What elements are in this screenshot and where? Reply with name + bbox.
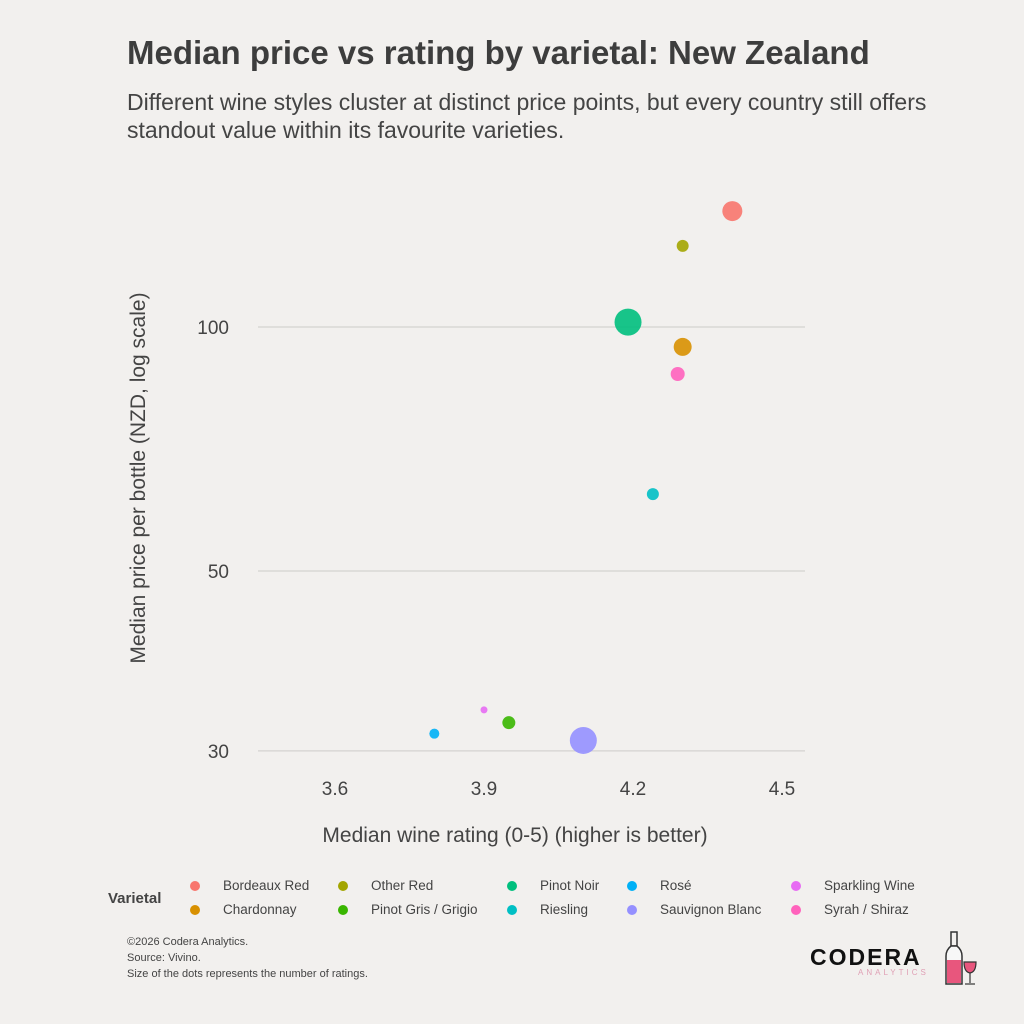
logo-sub-text: ANALYTICS (858, 968, 929, 977)
legend-dot-icon (338, 880, 348, 891)
wine-bottle-icon (945, 931, 977, 985)
x-tick-label: 3.6 (322, 779, 348, 800)
legend-item: Chardonnay (190, 902, 297, 917)
chart-title: Median price vs rating by varietal: New … (127, 34, 870, 71)
legend-dot-icon (627, 904, 637, 915)
legend-item: Riesling (507, 902, 588, 917)
legend-label: Rosé (660, 878, 692, 893)
y-tick-label: 30 (208, 742, 229, 763)
logo-main-text: CODERA (810, 944, 922, 970)
x-axis-title: Median wine rating (0-5) (higher is bett… (322, 824, 707, 847)
y-tick-label: 50 (208, 562, 229, 583)
data-point-syrah-shiraz (670, 367, 685, 382)
legend-label: Pinot Gris / Grigio (371, 902, 478, 917)
data-point-pinot-gris-grigio (502, 716, 516, 730)
legend-item: Sparkling Wine (791, 878, 915, 893)
footer-source: Source: Vivino. (127, 952, 201, 964)
legend-label: Pinot Noir (540, 878, 600, 893)
legend-item: Other Red (338, 878, 433, 893)
legend-item: Rosé (627, 878, 692, 893)
data-point-chardonnay (673, 337, 692, 356)
codera-logo: CODERA ANALYTICS (810, 944, 929, 977)
data-point-sauvignon-blanc (569, 726, 597, 754)
chart-subtitle: Different wine styles cluster at distinc… (127, 89, 927, 143)
legend-dot-icon (627, 880, 637, 891)
legend-dot-icon (190, 904, 200, 915)
legend-dot-icon (507, 880, 517, 891)
legend-item: Pinot Noir (507, 878, 599, 893)
y-axis-title: Median price per bottle (NZD, log scale) (127, 292, 150, 663)
footer-copyright: ©2026 Codera Analytics. (127, 936, 249, 948)
data-point-bordeaux-red (722, 201, 743, 222)
legend-label: Other Red (371, 878, 434, 893)
legend-label: Riesling (540, 902, 589, 917)
legend-item: Syrah / Shiraz (791, 902, 909, 917)
legend-label: Bordeaux Red (223, 878, 310, 893)
data-point-other-red (676, 239, 689, 252)
legend-title: Varietal (108, 890, 162, 907)
legend-label: Syrah / Shiraz (824, 902, 909, 917)
legend-dot-icon (338, 904, 348, 915)
footer-note: Size of the dots represents the number o… (127, 968, 368, 980)
legend-label: Sauvignon Blanc (660, 902, 762, 917)
legend-dot-icon (507, 904, 517, 915)
x-tick-label: 4.5 (769, 779, 795, 800)
data-point-ros- (429, 728, 440, 739)
y-tick-label: 100 (197, 318, 229, 339)
legend-dot-icon (791, 904, 801, 915)
legend-item: Bordeaux Red (190, 878, 309, 893)
legend-label: Sparkling Wine (824, 878, 915, 893)
data-point-sparkling-wine (480, 706, 488, 714)
x-tick-label: 3.9 (471, 779, 497, 800)
data-point-pinot-noir (614, 308, 642, 336)
legend-label: Chardonnay (223, 902, 297, 917)
legend-item: Pinot Gris / Grigio (338, 902, 478, 917)
x-tick-label: 4.2 (620, 779, 646, 800)
legend-item: Sauvignon Blanc (627, 902, 761, 917)
legend-dot-icon (190, 880, 200, 891)
legend-dot-icon (791, 880, 801, 891)
data-point-riesling (646, 488, 659, 501)
